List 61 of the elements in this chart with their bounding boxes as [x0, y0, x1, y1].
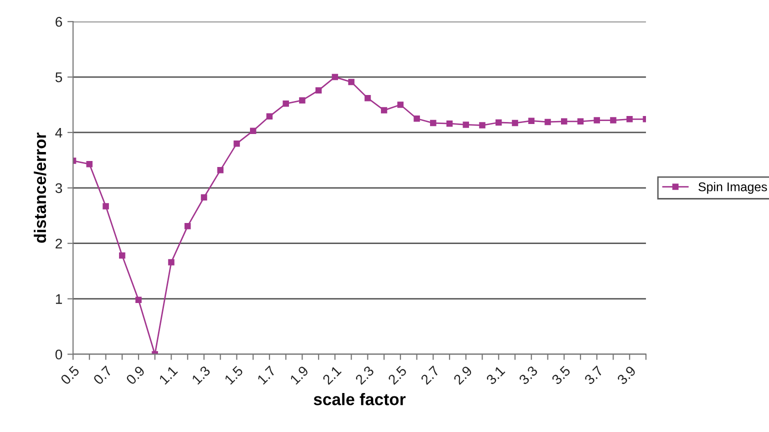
point — [479, 122, 486, 128]
x-tick-label: 3.5 — [551, 365, 571, 386]
point — [380, 107, 388, 114]
x-tick-label: 1.3 — [191, 365, 211, 385]
point — [184, 223, 191, 230]
x-tick-label: 0.9 — [126, 365, 146, 386]
x-tick-label: 1.1 — [158, 365, 178, 385]
y-tick-label: 5 — [55, 72, 62, 82]
y-tick-label: 3 — [55, 183, 62, 194]
point — [397, 102, 404, 108]
point — [462, 122, 470, 128]
point — [234, 140, 240, 147]
point — [348, 78, 354, 86]
point — [430, 120, 436, 126]
x-tick-label: 3.9 — [616, 365, 636, 386]
point — [200, 194, 208, 200]
x-tick-label: 1.7 — [256, 366, 276, 385]
point — [626, 116, 633, 122]
y-tick-label: 1 — [56, 294, 62, 304]
point — [315, 87, 322, 94]
point — [414, 115, 420, 122]
x-tick-label: 2.1 — [322, 365, 342, 385]
point — [512, 120, 518, 126]
x-tick-label: 3.7 — [584, 365, 604, 386]
y-tick-label: 6 — [56, 16, 62, 27]
x-tick-label: 3.3 — [518, 365, 538, 386]
y-tick-label: 0 — [55, 350, 62, 360]
point — [544, 118, 551, 126]
y-axis-title: distance/error — [34, 132, 46, 243]
point — [364, 94, 371, 102]
y-tick-label: 2 — [56, 238, 62, 248]
point — [332, 74, 338, 80]
point — [266, 113, 273, 120]
x-tick-label: 2.9 — [453, 365, 473, 386]
point — [217, 167, 224, 174]
point — [86, 160, 93, 168]
x-tick-label: 1.9 — [290, 365, 309, 385]
x-tick-label: 0.5 — [60, 365, 80, 386]
point — [594, 117, 600, 124]
point — [102, 203, 109, 210]
point — [250, 128, 256, 134]
x-tick-label: 0.7 — [92, 365, 113, 386]
point — [282, 100, 289, 107]
y-tick-label: 4 — [55, 128, 62, 138]
point — [528, 118, 535, 124]
point — [560, 118, 568, 125]
x-tick-label: 2.5 — [388, 365, 408, 386]
point — [446, 120, 453, 127]
x-tick-label: 1.5 — [224, 365, 244, 385]
legend-label: Spin Images — [698, 182, 767, 194]
point — [299, 97, 306, 104]
point — [119, 252, 126, 259]
x-tick-label: 2.7 — [420, 365, 440, 385]
x-tick-label: 2.3 — [354, 365, 374, 386]
x-tick-label: 3.1 — [486, 365, 506, 386]
point — [135, 296, 142, 304]
x-axis-title: scale factor — [314, 393, 406, 406]
point — [577, 118, 584, 125]
point — [168, 259, 174, 266]
point — [496, 119, 502, 126]
point — [610, 117, 616, 124]
